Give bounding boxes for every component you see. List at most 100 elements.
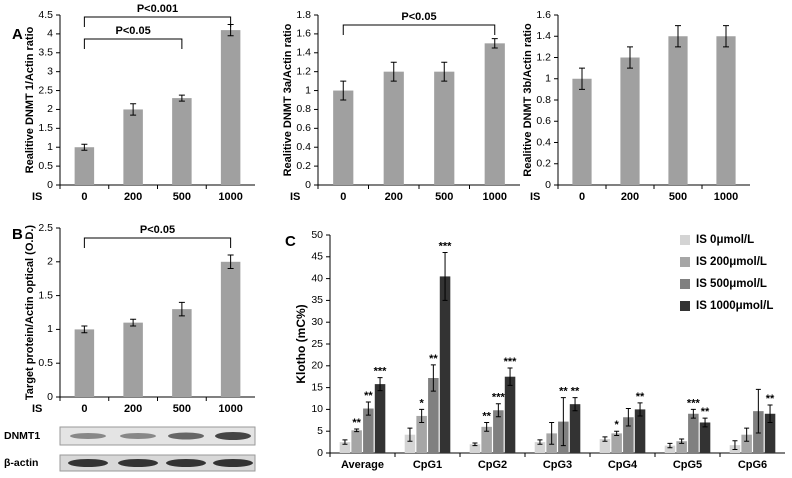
panel-label: C (285, 233, 296, 250)
bar (699, 422, 711, 453)
significance-mark: ** (482, 410, 491, 422)
error-bar (507, 367, 513, 386)
bar (668, 36, 688, 185)
significance-mark: ** (559, 386, 568, 398)
y-tick-label: 1 (305, 84, 311, 96)
y-tick-label: 0.2 (296, 160, 311, 172)
error-bar (679, 438, 685, 444)
bar (220, 261, 241, 397)
y-tick-label: 0.5 (38, 357, 53, 369)
significance-label: P<0.001 (137, 3, 178, 15)
error-bar (755, 388, 761, 434)
bar (74, 147, 95, 185)
error-bar (390, 61, 397, 82)
x-tick-label: 500 (173, 191, 191, 203)
x-tick-label: 500 (435, 191, 453, 203)
y-tick-label: 5 (317, 425, 323, 437)
y-tick-label: 30 (311, 316, 323, 328)
significance-mark: * (615, 419, 620, 431)
bar (764, 413, 776, 453)
error-bar (130, 103, 137, 116)
y-tick-label: 1.6 (536, 9, 551, 21)
significance-mark: ** (352, 417, 361, 429)
y-tick-label: 3 (47, 65, 53, 77)
significance-mark: ** (766, 393, 775, 405)
significance-label: P<0.05 (116, 25, 151, 37)
x-axis-title: IS (290, 191, 300, 203)
significance-bracket (83, 237, 232, 248)
significance-label: P<0.05 (401, 11, 436, 23)
bar (220, 30, 241, 185)
error-bar (130, 318, 137, 327)
y-tick-label: 4.5 (38, 9, 53, 21)
significance-mark: * (420, 397, 425, 409)
bar (493, 410, 504, 453)
error-bar (495, 403, 501, 418)
bar (416, 415, 427, 453)
y-tick-label: 1.5 (38, 289, 53, 301)
error-bar (354, 428, 360, 433)
bar (611, 433, 622, 453)
legend-label: IS 1000μmol/L (696, 300, 773, 312)
error-bar (614, 430, 620, 437)
error-bar (81, 143, 88, 151)
bar (688, 413, 699, 453)
y-tick-label: 1.6 (296, 28, 311, 40)
bar (716, 36, 736, 185)
y-tick-label: 1.5 (38, 122, 53, 134)
error-bar (572, 397, 578, 412)
bar (333, 90, 354, 185)
y-tick-label: 4 (47, 28, 53, 40)
error-bar (340, 80, 347, 101)
x-tick-label: 200 (621, 191, 639, 203)
y-tick-label: 15 (311, 381, 323, 393)
error-bar (602, 436, 608, 442)
error-bar (732, 440, 738, 451)
y-tick-label: 20 (311, 360, 323, 372)
error-bar (491, 38, 498, 49)
y-tick-label: 0.6 (296, 122, 311, 134)
bar (404, 434, 416, 453)
bar (534, 442, 546, 453)
y-axis-title: Target protein/Actin optical (O.D.) (24, 225, 36, 401)
significance-mark: *** (492, 392, 506, 404)
y-tick-label: 1.2 (296, 65, 311, 77)
error-bar (430, 364, 436, 392)
y-tick-label: 2 (47, 256, 53, 268)
error-bar (407, 427, 413, 442)
y-tick-label: 1.4 (296, 47, 311, 59)
significance-bracket (83, 16, 232, 27)
legend-label: IS 500μmol/L (696, 278, 767, 290)
bar (572, 78, 592, 185)
y-tick-label: 0.4 (296, 141, 311, 153)
legend-label: IS 0μmol/L (696, 234, 754, 246)
x-tick-label: CpG4 (608, 459, 638, 471)
bar (434, 71, 455, 185)
y-tick-label: 0 (47, 179, 53, 191)
error-bar (342, 439, 348, 445)
bar (439, 276, 451, 453)
bar (569, 404, 581, 453)
error-bar (537, 439, 543, 445)
error-bar (81, 325, 88, 334)
error-bar (442, 251, 448, 301)
y-tick-label: 40 (311, 272, 323, 284)
bar (484, 43, 505, 186)
y-tick-label: 0.8 (536, 94, 551, 106)
significance-mark: ** (429, 353, 438, 365)
y-tick-label: 2.5 (38, 84, 53, 96)
y-tick-label: 1 (47, 141, 53, 153)
y-tick-label: 0.5 (38, 160, 53, 172)
bar (172, 98, 192, 185)
blot-band (120, 433, 156, 439)
y-tick-label: 1.2 (536, 51, 551, 63)
y-tick-label: 45 (311, 251, 323, 263)
legend-label: IS 200μmol/L (696, 256, 767, 268)
y-tick-label: 0.6 (536, 115, 551, 127)
error-bar (702, 417, 708, 428)
error-bar (579, 67, 585, 90)
x-tick-label: CpG2 (478, 459, 507, 471)
bar (741, 434, 752, 453)
legend-swatch (680, 257, 690, 267)
western-blot (59, 426, 256, 472)
